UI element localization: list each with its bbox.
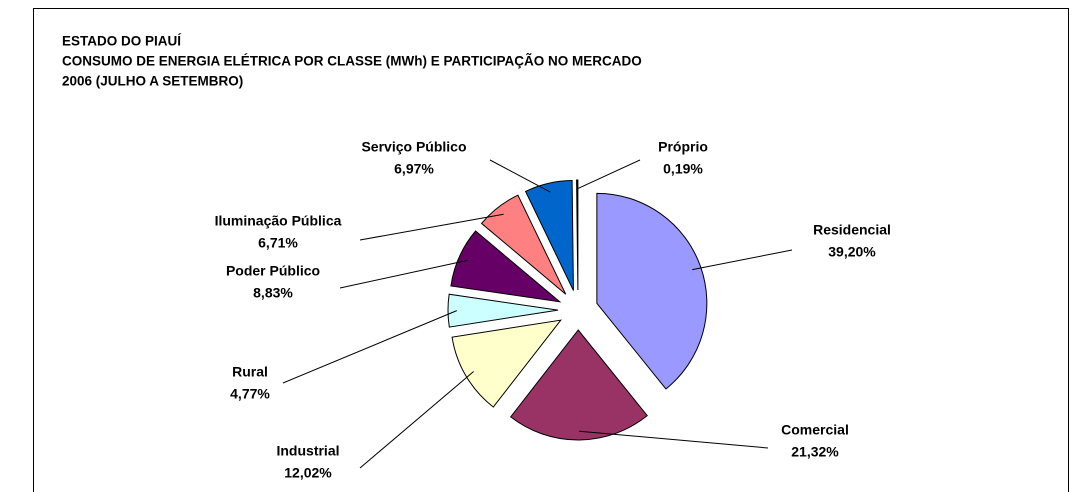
slice-label: Comercial [781,422,849,438]
pie-slice [576,179,579,291]
leader-line [359,213,504,241]
slice-value-label: 21,32% [791,444,839,460]
leader-line [489,159,551,193]
leader-line [339,259,468,289]
pie-slice [447,293,559,328]
slice-label: Poder Público [226,263,320,279]
pie-slice [509,329,648,441]
leader-line [577,159,641,190]
slice-label: Rural [232,364,268,380]
slice-label: Próprio [658,139,708,155]
leader-line [282,310,457,384]
slice-label: Serviço Público [361,139,466,155]
leader-line [359,371,474,469]
chart-title: ESTADO DO PIAUÍ [62,34,182,49]
slice-value-label: 6,97% [394,161,434,177]
leader-line [692,249,793,271]
slice-value-label: 0,19% [663,161,703,177]
pie-slice [480,194,567,295]
slice-label: Industrial [276,443,339,459]
slice-value-label: 4,77% [230,386,270,402]
chart-frame [33,8,1069,492]
slice-label: Residencial [813,222,891,238]
slice-value-label: 12,02% [284,465,332,481]
pie-slice [524,180,574,291]
slice-value-label: 39,20% [828,244,876,260]
slice-label: Iluminação Pública [215,213,342,229]
pie-slice [450,230,562,303]
slice-value-label: 8,83% [253,285,293,301]
pie-slice [596,192,708,390]
chart-title: 2006 (JULHO A SETEMBRO) [62,74,243,89]
leader-line [579,430,769,449]
chart-title: CONSUMO DE ENERGIA ELÉTRICA POR CLASSE (… [62,54,642,69]
pie-slice [451,319,562,408]
slice-value-label: 6,71% [258,235,298,251]
